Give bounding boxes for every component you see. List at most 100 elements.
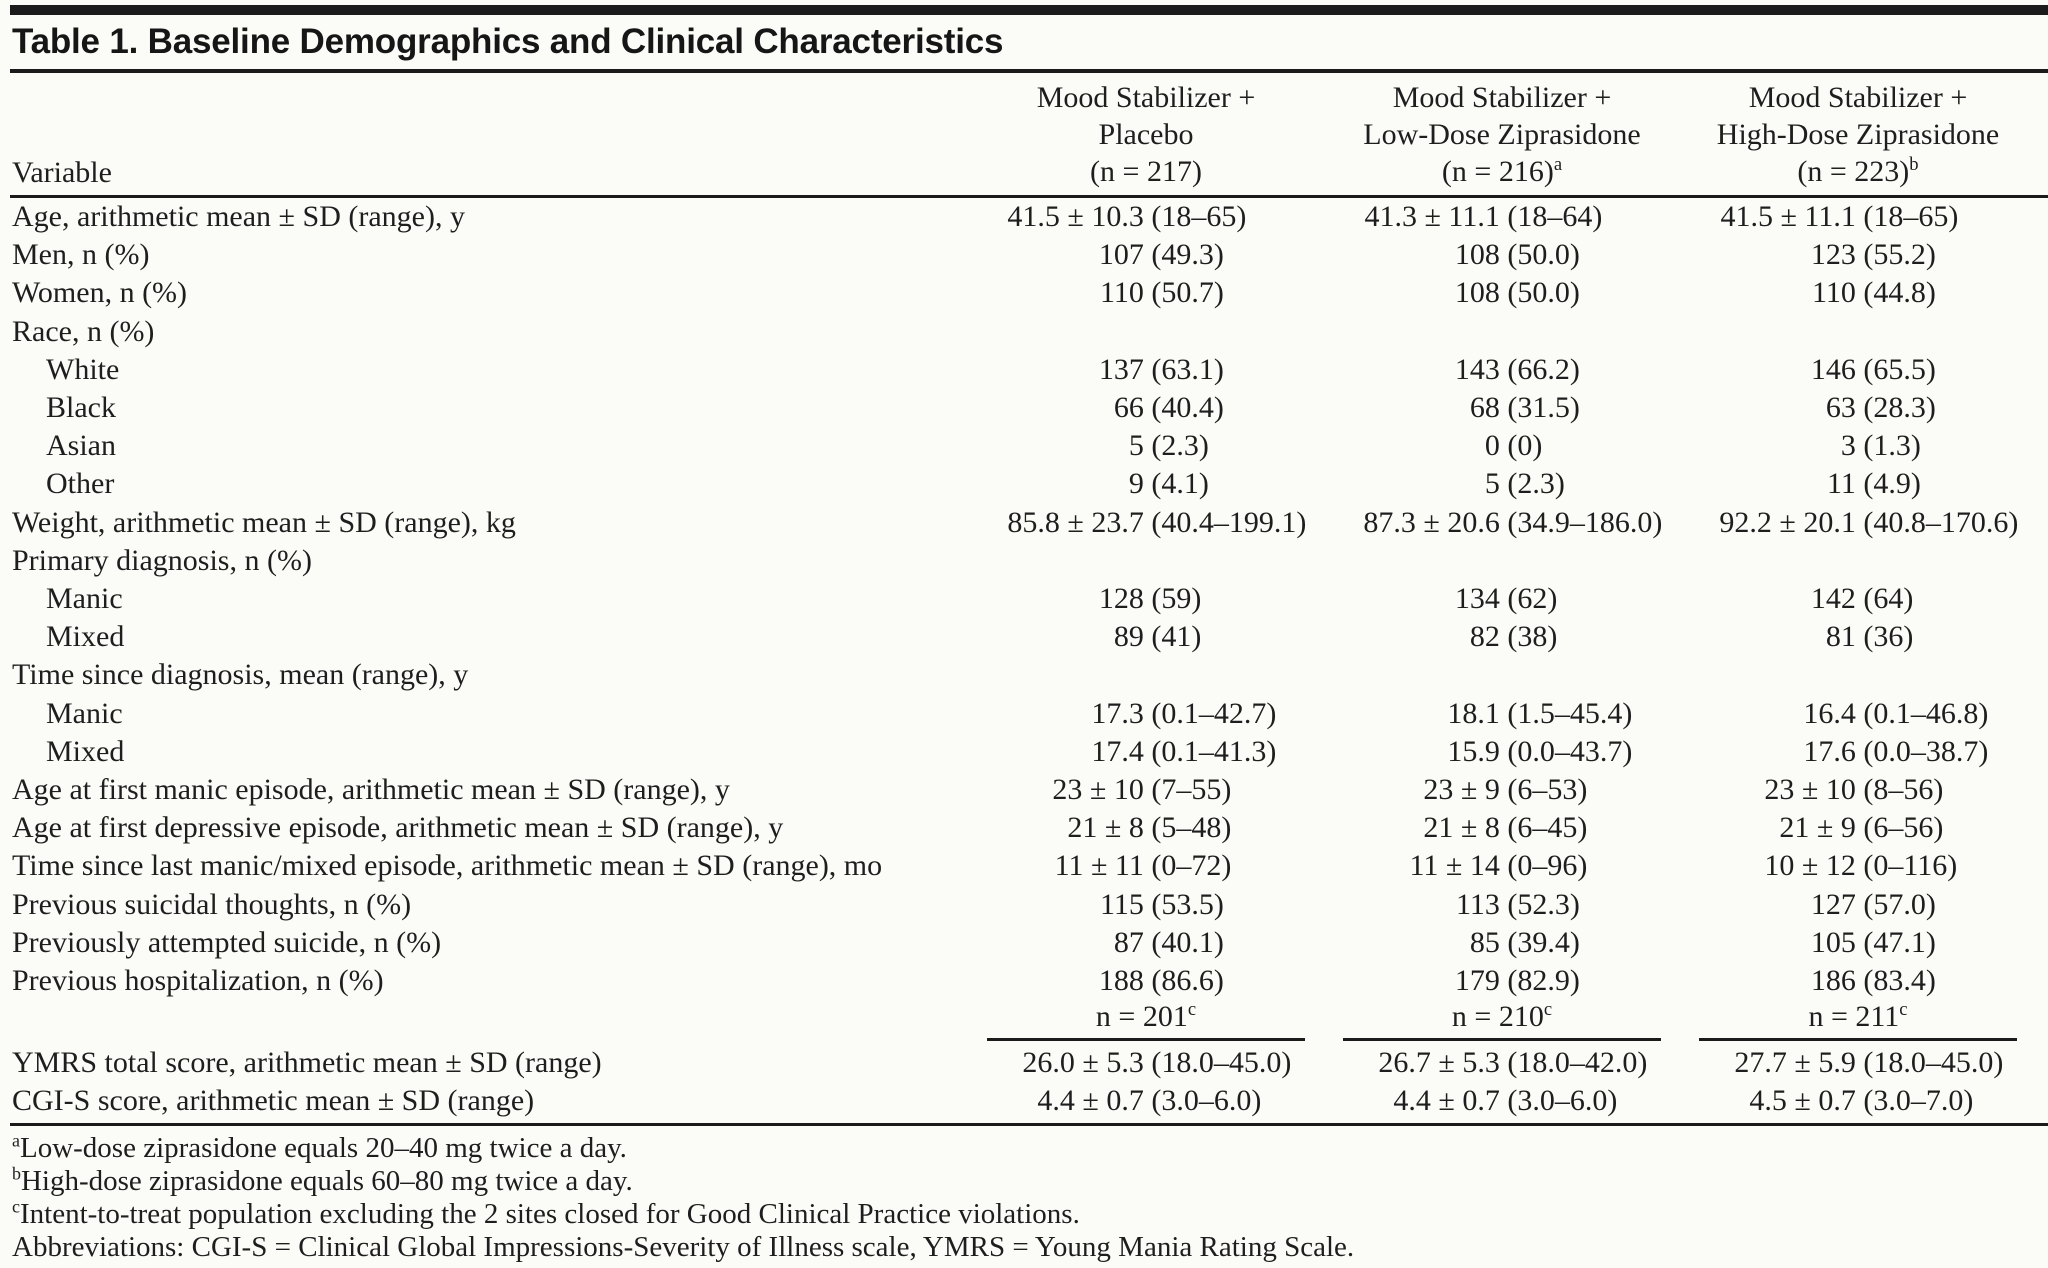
table-row: Time since last manic/mixed episode, ari… [0,847,2048,885]
subsample-n-cell: n = 201c [968,1000,1324,1044]
value-right: (39.4) [1507,925,1580,959]
column-header-line3: (n = 216)a [1324,153,1680,190]
variable-label: Variable [12,156,112,189]
table-row: Age, arithmetic mean ± SD (range), y 41.5… [0,198,2048,236]
value-cell: 108 (50.0) [1324,274,1680,312]
value-left: 82 [1469,620,1508,654]
column-header-row: Variable Mood Stabilizer + Placebo (n = 21… [0,73,2048,190]
value-left: 11 [1826,467,1864,501]
value-left: 134 [1454,582,1508,616]
value-right: (28.3) [1863,391,1936,425]
table-body: Age, arithmetic mean ± SD (range), y 41.5… [0,198,2048,1000]
value-left: 10 ± 12 [1764,849,1864,883]
value-right: (6–56) [1863,811,1944,845]
value-cell: 137 (63.1) [968,351,1324,389]
column-header-line2: High-Dose Ziprasidone [1716,118,2000,151]
value-cell [1324,656,1680,694]
row-label: Other [46,467,115,501]
row-label: Previously attempted suicide, n (%) [12,925,442,959]
value-cell: 5 (2.3) [1324,465,1680,503]
body-bottom-rule [10,1122,2048,1126]
value-left: 143 [1454,352,1508,386]
table-row: Race, n (%) [0,313,2048,351]
table-row: Manic 128 (59) 134 (62) 142 (64) [0,580,2048,618]
value-right: (0–72) [1151,849,1232,883]
value-right: (40.4) [1151,391,1224,425]
value-left: 41.3 ± 11.1 [1364,200,1508,233]
value-cell: 127 (57.0) [1680,886,2036,924]
row-label: Black [46,391,116,425]
value-right: (18–65) [1151,200,1247,233]
table-row: Previous suicidal thoughts, n (%) 115 (53… [0,886,2048,924]
column-header-line1: Mood Stabilizer + [1748,81,1968,114]
value-left: 113 [1455,887,1508,921]
value-right: (1.3) [1863,429,1921,463]
value-right: (53.5) [1151,887,1224,921]
value-right: (38) [1507,620,1558,654]
value-left: 27.7 ± 5.9 [1734,1046,1864,1080]
value-cell: 9 (4.1) [968,465,1324,503]
subsample-n-text: n = 210 [1451,1000,1544,1034]
table-row: Manic 17.3 (0.1–42.7) 18.1 (1.5–45.4) 16.4 … [0,695,2048,733]
value-right: (50.7) [1151,276,1224,310]
value-left: 23 ± 9 [1423,773,1508,807]
title-underline-rule [10,69,2048,73]
footnote-marker: a [1553,154,1563,175]
row-label: Age, arithmetic mean ± SD (range), y [12,200,465,233]
value-cell: 3 (1.3) [1680,427,2036,465]
value-right: (0.0–43.7) [1507,734,1633,768]
value-cell: 0 (0) [1324,427,1680,465]
value-left: 15.9 [1447,734,1508,768]
value-left: 188 [1098,964,1152,998]
value-cell: 5 (2.3) [968,427,1324,465]
table-row: Mixed 17.4 (0.1–41.3) 15.9 (0.0–43.7) 17.6 … [0,733,2048,771]
footnote-line: bHigh-dose ziprasidone equals 60–80 mg t… [12,1163,2048,1198]
row-label: Mixed [46,620,125,654]
table-body-scores: YMRS total score, arithmetic mean ± SD (… [0,1044,2048,1120]
value-left: 127 [1810,887,1864,921]
value-right: (1.5–45.4) [1507,696,1633,730]
value-left: 92.2 ± 20.1 [1719,505,1864,539]
value-left: 0 [1484,429,1508,463]
value-right: (36) [1863,620,1914,654]
value-right: (40.4–199.1) [1151,505,1307,539]
value-cell: 4.4 ± 0.7 (3.0–6.0) [968,1082,1324,1120]
value-cell: 26.7 ± 5.3 (18.0–42.0) [1324,1044,1680,1082]
variable-column-header: Variable [0,79,968,190]
row-label: Age at first depressive episode, arithme… [12,811,784,845]
value-cell: 23 ± 9 (6–53) [1324,771,1680,809]
value-cell: 23 ± 10 (7–55) [968,771,1324,809]
footnote-marker: b [12,1163,21,1184]
footnotes: aLow-dose ziprasidone equals 20–40 mg tw… [0,1126,2048,1268]
footnote-marker: a [12,1130,20,1151]
column-header-line2: Placebo [1098,118,1194,151]
column-header-line3: (n = 223)b [1680,153,2036,190]
value-left: 41.5 ± 11.1 [1720,200,1864,233]
value-cell: 110 (44.8) [1680,274,2036,312]
value-cell: 179 (82.9) [1324,962,1680,1000]
row-label: Women, n (%) [12,276,188,310]
value-right: (18–65) [1863,200,1959,233]
value-cell: 63 (28.3) [1680,389,2036,427]
value-left: 186 [1810,964,1864,998]
value-cell: 17.6 (0.0–38.7) [1680,733,2036,771]
value-left: 4.4 ± 0.7 [1393,1084,1508,1118]
value-cell: 142 (64) [1680,580,2036,618]
value-right: (6–53) [1507,773,1588,807]
value-right: (34.9–186.0) [1507,505,1663,539]
row-label: Previous suicidal thoughts, n (%) [12,887,412,921]
value-right: (4.9) [1863,467,1921,501]
value-left: 146 [1810,352,1864,386]
footnote-text: High-dose ziprasidone equals 60–80 mg tw… [20,1164,633,1197]
value-right: (50.0) [1507,238,1580,272]
value-right: (6–45) [1507,811,1588,845]
table-row: Other 9 (4.1) 5 (2.3) 11 (4.9) [0,465,2048,503]
value-right: (66.2) [1507,352,1580,386]
value-right: (3.0–6.0) [1507,1084,1618,1118]
table-row: Age at first manic episode, arithmetic m… [0,771,2048,809]
value-cell: 92.2 ± 20.1 (40.8–170.6) [1680,504,2036,542]
table-row: Black 66 (40.4) 68 (31.5) 63 (28.3) [0,389,2048,427]
value-cell: 11 ± 14 (0–96) [1324,847,1680,885]
value-cell [1680,542,2036,580]
table-row: CGI-S score, arithmetic mean ± SD (range… [0,1082,2048,1120]
